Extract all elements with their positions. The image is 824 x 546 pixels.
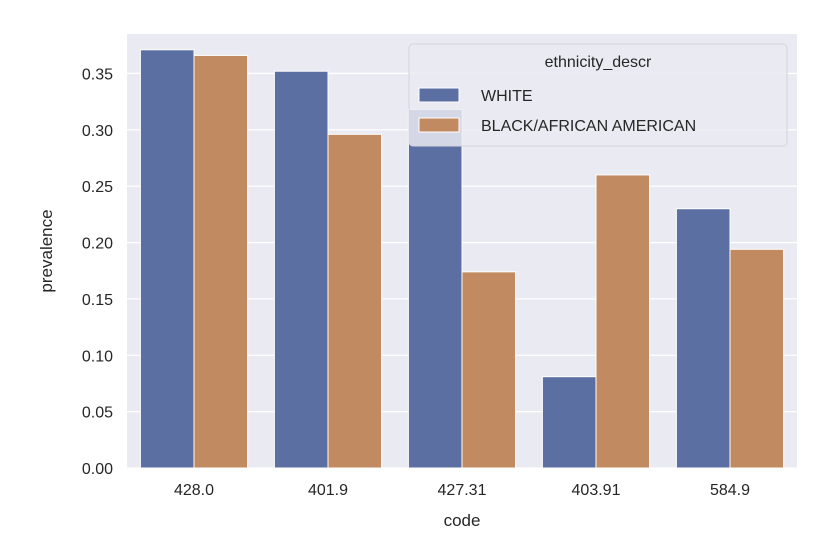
legend-title: ethnicity_descr: [545, 54, 652, 71]
bar-white-427-31: [407, 109, 463, 469]
x-tick-labels: 428.0 401.9 427.31 403.91 584.9: [174, 482, 750, 499]
bar-black-african-american-403-91: [595, 174, 651, 469]
bar-black-african-american-427-31: [461, 271, 517, 469]
y-tick-label: 0.00: [82, 461, 113, 478]
bar-black-african-american-428-0: [193, 54, 249, 469]
x-tick-label: 584.9: [710, 482, 750, 499]
legend-swatch: [418, 87, 460, 103]
bar-black-african-american-584-9: [729, 248, 785, 469]
legend-label: WHITE: [481, 88, 533, 105]
bars: [139, 49, 785, 469]
bar-white-401-9: [273, 70, 329, 469]
legend: ethnicity_descr WHITE BLACK/AFRICAN AMERI…: [408, 43, 788, 147]
y-tick-label: 0.10: [82, 348, 113, 365]
y-tick-label: 0.05: [82, 405, 113, 422]
x-tick-label: 401.9: [308, 482, 348, 499]
bar-white-584-9: [675, 208, 731, 469]
x-tick-label: 428.0: [174, 482, 214, 499]
y-tick-label: 0.35: [82, 66, 113, 83]
legend-box: [408, 43, 788, 147]
y-tick-label: 0.15: [82, 292, 113, 309]
legend-swatch: [418, 117, 460, 133]
y-tick-label: 0.30: [82, 123, 113, 140]
x-axis-label: code: [444, 511, 481, 530]
x-tick-label: 403.91: [572, 482, 621, 499]
y-tick-label: 0.20: [82, 236, 113, 253]
legend-label: BLACK/AFRICAN AMERICAN: [481, 118, 696, 135]
y-tick-label: 0.25: [82, 179, 113, 196]
x-tick-label: 427.31: [438, 482, 487, 499]
bar-white-428-0: [139, 49, 195, 469]
y-tick-labels: 0.00 0.05 0.10 0.15 0.20 0.25 0.30 0.35: [82, 66, 113, 478]
bar-white-403-91: [541, 376, 597, 469]
y-axis-label: prevalence: [37, 209, 56, 292]
bar-black-african-american-401-9: [327, 133, 383, 469]
